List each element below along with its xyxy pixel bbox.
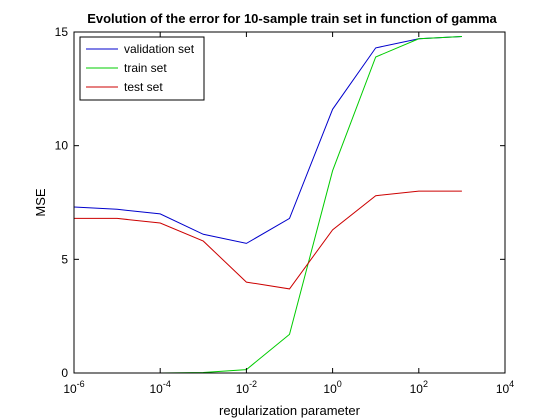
legend-label: train set [124, 61, 167, 75]
plot-frame [73, 31, 506, 374]
x-tick-label: 102 [410, 379, 428, 396]
y-tick-label: 0 [61, 366, 68, 380]
y-tick-label: 5 [61, 252, 68, 266]
ticks-layer: 10-6 10-4 10-2 100 102 104 0 5 10 15 [55, 25, 515, 396]
chart-title: Evolution of the error for 10-sample tra… [87, 11, 497, 26]
legend-label: test set [124, 80, 163, 94]
x-tick-label: 10-4 [150, 379, 171, 396]
x-tick-label: 10-6 [63, 379, 84, 396]
x-axis-label: regularization parameter [219, 403, 361, 418]
y-tick-label: 15 [55, 25, 69, 39]
y-tick-label: 10 [55, 139, 69, 153]
series-line-validation-set [73, 36, 462, 244]
legend-label: validation set [124, 42, 195, 56]
x-tick-label: 104 [496, 379, 514, 396]
series-line-test-set [74, 190, 462, 290]
legend: validation set train set test set [79, 36, 205, 101]
y-axis-label: MSE [33, 188, 48, 217]
x-tick-label: 10-2 [236, 379, 257, 396]
x-tick-label: 100 [323, 379, 341, 396]
